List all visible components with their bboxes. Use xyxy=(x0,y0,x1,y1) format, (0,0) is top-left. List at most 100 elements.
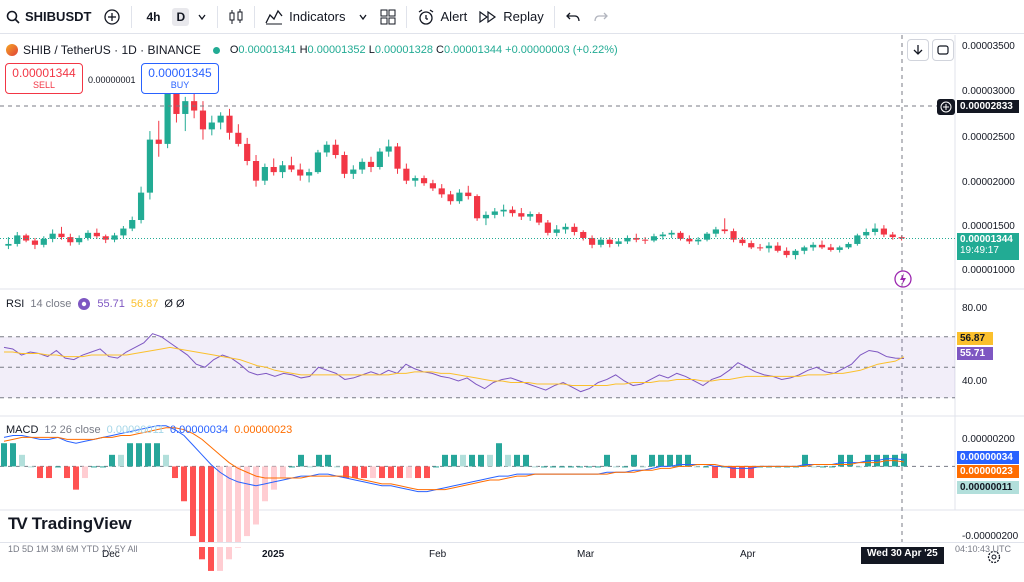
settings-gear-icon[interactable] xyxy=(77,297,91,311)
layouts-button[interactable] xyxy=(374,0,402,34)
macd-histogram-bar xyxy=(118,454,124,467)
candle-body xyxy=(686,238,693,242)
timeframe-1d[interactable]: D xyxy=(172,7,190,26)
indicators-dropdown[interactable] xyxy=(352,0,374,34)
compare-symbol-button[interactable] xyxy=(97,0,127,34)
macd-histogram-bar xyxy=(235,466,241,548)
macd-histogram-bar xyxy=(667,454,673,467)
candle-body xyxy=(226,115,233,133)
candle-body xyxy=(836,247,843,250)
last-price-tag: 0.00001344 19:49:17 xyxy=(957,233,1019,260)
add-alert-button[interactable] xyxy=(937,99,955,115)
time-tick: Apr xyxy=(740,549,756,560)
indicators-icon xyxy=(265,9,283,24)
macd-histogram-bar xyxy=(145,443,151,467)
macd-histogram-bar xyxy=(586,466,592,468)
candle-body xyxy=(31,240,39,245)
candle-body xyxy=(420,178,428,184)
candle-body xyxy=(474,196,481,219)
range-buttons[interactable]: 1D 5D 1M 3M 6M YTD 1Y 5Y All xyxy=(8,544,138,554)
macd-histogram-bar xyxy=(136,443,142,467)
macd-histogram-bar xyxy=(433,466,439,468)
candle-body xyxy=(606,239,613,244)
candle-body xyxy=(544,222,551,233)
low-value: 0.00001328 xyxy=(374,44,433,56)
alert-button[interactable]: Alert xyxy=(411,0,474,34)
symbol-search-button[interactable]: SHIBUSDT xyxy=(0,0,97,34)
sell-button[interactable]: 0.00001344 SELL xyxy=(5,63,83,94)
macd-params: 12 26 close xyxy=(44,424,101,436)
macd-histogram-bar xyxy=(640,466,646,468)
candle-body xyxy=(624,237,631,242)
macd-histogram-bar xyxy=(37,466,43,479)
candle-body xyxy=(164,92,171,144)
macd-histogram-bar xyxy=(28,466,34,468)
candle-body xyxy=(279,165,286,173)
top-toolbar: SHIBUSDT 4h D Indicators Alert Replay xyxy=(0,0,1024,34)
macd-histogram-bar xyxy=(595,466,601,468)
macd-histogram-bar xyxy=(685,454,691,467)
close-value: 0.00001344 xyxy=(443,44,503,56)
fullscreen-button[interactable] xyxy=(932,39,954,61)
candle-body xyxy=(712,229,719,234)
macd-histogram-bar xyxy=(244,466,250,537)
candle-body xyxy=(810,244,817,248)
macd-histogram-bar xyxy=(802,454,808,467)
macd-histogram-bar xyxy=(64,466,70,479)
buy-label: BUY xyxy=(170,80,190,90)
candle-body xyxy=(102,236,109,240)
timeframe-dropdown[interactable] xyxy=(191,0,213,34)
grid-icon xyxy=(380,9,396,24)
candle-body xyxy=(854,235,861,244)
undo-button[interactable] xyxy=(559,0,587,34)
candle-body xyxy=(615,241,622,244)
candle-body xyxy=(394,146,401,169)
chart-area[interactable]: SHIB / TetherUS · 1D · BINANCE O 0.000013… xyxy=(0,35,1024,582)
candle-body xyxy=(668,232,675,235)
price-tick: 0.00002000 xyxy=(962,177,1015,188)
candle-body xyxy=(332,144,339,156)
separator xyxy=(254,5,256,28)
symbol-title: SHIB / TetherUS · 1D · BINANCE xyxy=(23,43,201,57)
open-label: O xyxy=(229,44,239,56)
candle-body xyxy=(438,188,445,195)
flash-button[interactable] xyxy=(892,268,914,290)
candle-body xyxy=(155,139,162,144)
candle-body xyxy=(765,245,773,249)
candle-body xyxy=(261,166,268,181)
macd-histogram-bar xyxy=(460,454,466,467)
plus-circle-icon xyxy=(940,101,952,113)
candle-body xyxy=(208,122,215,130)
chart-canvas[interactable] xyxy=(0,35,1024,582)
timeframe-4h[interactable]: 4h xyxy=(146,9,161,24)
candle-body xyxy=(403,168,410,181)
macd-histogram-bar xyxy=(613,466,619,468)
candle-body xyxy=(748,243,755,248)
candle-body xyxy=(509,209,516,214)
indicators-button[interactable]: Indicators xyxy=(259,0,351,34)
tradingview-logo[interactable]: TV TradingView xyxy=(8,514,132,534)
candle-body xyxy=(801,247,808,251)
macd-histogram-bar xyxy=(820,466,826,468)
candle-body xyxy=(703,233,711,240)
candle-body xyxy=(650,236,658,241)
candle-body xyxy=(792,250,799,256)
macd-histogram-bar xyxy=(442,454,448,467)
macd-histogram-bar xyxy=(55,466,61,468)
redo-button[interactable] xyxy=(587,0,615,34)
replay-button[interactable]: Replay xyxy=(473,0,549,34)
candle-body xyxy=(500,209,507,212)
rsi-value: 55.71 xyxy=(97,298,125,310)
candle-body xyxy=(695,239,702,242)
macd-histogram-bar xyxy=(856,466,862,468)
candle-body xyxy=(597,239,605,245)
candle-body xyxy=(93,232,100,237)
chart-settings-button[interactable] xyxy=(983,546,1005,568)
time-tick: 2025 xyxy=(262,549,285,560)
download-button[interactable] xyxy=(907,39,929,61)
price-tick: 0.00001000 xyxy=(962,265,1015,276)
macd-legend: MACD 12 26 close 0.00000011 0.00000034 0… xyxy=(6,424,292,436)
macd-signal-tag: 0.00000023 xyxy=(957,465,1019,478)
buy-button[interactable]: 0.00001345 BUY xyxy=(141,63,219,94)
chart-type-button[interactable] xyxy=(222,0,250,34)
